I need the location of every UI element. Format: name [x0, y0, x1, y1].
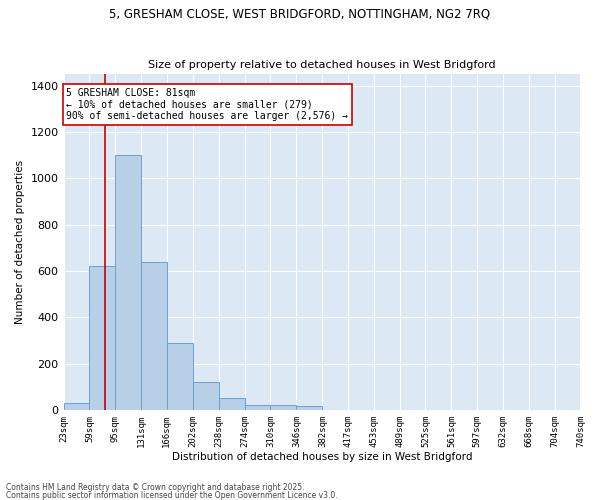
Bar — [142, 262, 167, 410]
Bar — [193, 382, 218, 410]
Text: Contains HM Land Registry data © Crown copyright and database right 2025.: Contains HM Land Registry data © Crown c… — [6, 484, 305, 492]
X-axis label: Distribution of detached houses by size in West Bridgford: Distribution of detached houses by size … — [172, 452, 472, 462]
Bar — [271, 405, 296, 410]
Bar — [245, 405, 271, 410]
Title: Size of property relative to detached houses in West Bridgford: Size of property relative to detached ho… — [148, 60, 496, 70]
Text: 5 GRESHAM CLOSE: 81sqm
← 10% of detached houses are smaller (279)
90% of semi-de: 5 GRESHAM CLOSE: 81sqm ← 10% of detached… — [67, 88, 349, 121]
Text: Contains public sector information licensed under the Open Government Licence v3: Contains public sector information licen… — [6, 490, 338, 500]
Text: 5, GRESHAM CLOSE, WEST BRIDGFORD, NOTTINGHAM, NG2 7RQ: 5, GRESHAM CLOSE, WEST BRIDGFORD, NOTTIN… — [109, 8, 491, 20]
Y-axis label: Number of detached properties: Number of detached properties — [15, 160, 25, 324]
Bar — [167, 342, 193, 410]
Bar — [89, 266, 115, 410]
Bar — [218, 398, 245, 410]
Bar — [296, 406, 322, 410]
Bar — [115, 155, 142, 410]
Bar — [64, 403, 89, 410]
